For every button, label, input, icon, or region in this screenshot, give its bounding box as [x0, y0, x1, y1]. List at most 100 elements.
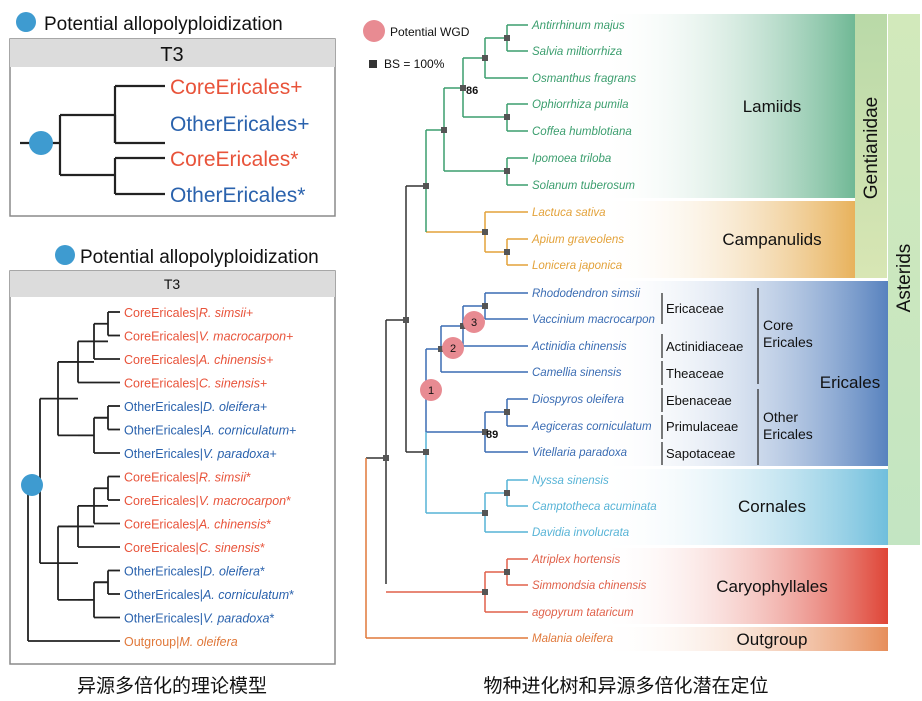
species-label: Ipomoea triloba — [532, 153, 611, 165]
bs-node-marker — [504, 409, 510, 415]
species-label: Davidia involucrata — [532, 527, 629, 539]
bottomleft-leaf-label: OtherEricales|A. corniculatum* — [124, 588, 294, 602]
topleft-title-bar — [10, 39, 335, 67]
outgroup-band — [600, 627, 888, 651]
species-label: Atriplex hortensis — [531, 554, 620, 566]
bs-node-marker — [504, 35, 510, 41]
bs-node-marker — [482, 510, 488, 516]
family-primulaceae: Primulaceae — [666, 419, 738, 434]
bs-node-marker — [482, 429, 488, 435]
bottomleft-panel: Potential allopolyploidization T3 CoreEr… — [9, 245, 336, 697]
clade-cornales: Cornales — [738, 497, 806, 516]
campanulids-band — [600, 201, 858, 278]
group-core-ericales: Core Ericales — [763, 317, 813, 350]
wgd-legend-icon — [363, 20, 385, 42]
wgd-node-3-label: 3 — [471, 317, 477, 329]
species-label: Solanum tuberosum — [532, 180, 635, 192]
bottomleft-leaf-label: OtherEricales|D. oleifera+ — [124, 400, 267, 414]
label-asterids: Asterids — [894, 244, 915, 313]
bs-node-marker — [504, 114, 510, 120]
bs-node-markers — [383, 35, 510, 595]
species-label: Apium graveolens — [531, 234, 624, 246]
bottomleft-leaf-label: OtherEricales|V. paradoxa+ — [124, 447, 277, 461]
family-actinidiaceae: Actinidiaceae — [666, 339, 743, 354]
bottomleft-leaf-labels: CoreEricales|R. simsii+ CoreEricales|V. m… — [124, 306, 296, 649]
bs-node-marker — [504, 569, 510, 575]
species-label: Vaccinium macrocarpon — [532, 314, 655, 326]
bs-node-marker — [383, 455, 389, 461]
bottomleft-caption: 异源多倍化的理论模型 — [77, 675, 267, 697]
bottomleft-leaf-label: CoreEricales|R. simsii+ — [124, 306, 253, 320]
bottomleft-leaf-label: CoreEricales|A. chinensis* — [124, 518, 271, 532]
family-theaceae: Theaceae — [666, 366, 724, 381]
species-label: Camptotheca acuminata — [532, 501, 657, 513]
topleft-legend: Potential allopolyploidization — [44, 14, 283, 35]
bs-node-marker — [482, 229, 488, 235]
topleft-label-other-star: OtherEricales* — [170, 184, 305, 207]
bs-node-marker — [423, 449, 429, 455]
bottomleft-tree — [27, 311, 120, 642]
species-label: Simmondsia chinensis — [532, 580, 647, 592]
right-caption: 物种进化树和异源多倍化潜在定位 — [483, 675, 768, 697]
bottomleft-leaf-label: CoreEricales|A. chinensis+ — [124, 353, 274, 367]
topleft-frame — [9, 38, 336, 217]
species-label: Nyssa sinensis — [532, 475, 609, 487]
bottomleft-leaf-label: OtherEricales|A. corniculatum+ — [124, 424, 296, 438]
species-label: Rhododendron simsii — [532, 288, 640, 300]
gentianidae-band — [855, 14, 887, 278]
bs-node-marker — [504, 490, 510, 496]
bs-legend-icon — [369, 60, 377, 68]
species-label: Antirrhinum majus — [531, 20, 625, 32]
bottomleft-leaf-label: OtherEricales|V. paradoxa* — [124, 612, 274, 626]
bottomleft-title-bar — [10, 271, 335, 297]
allopolyploidization-dot-icon-2 — [55, 245, 75, 265]
species-label: agopyrum tataricum — [532, 607, 634, 619]
bottomleft-leaf-label: CoreEricales|V. macrocarpon* — [124, 494, 291, 508]
legend-bs: BS = 100% — [384, 57, 445, 71]
topleft-allopolyploidization-dot-icon — [29, 131, 53, 155]
wgd-node-2-label: 2 — [450, 343, 456, 355]
species-label: Coffea humblotiana — [532, 126, 632, 138]
bs-node-marker — [482, 303, 488, 309]
caryophyllales-band — [600, 548, 888, 624]
species-label: Lonicera japonica — [532, 260, 622, 272]
species-label: Osmanthus fragrans — [532, 73, 636, 85]
clade-lamiids: Lamiids — [743, 97, 802, 116]
bs-node-marker — [441, 127, 447, 133]
clade-campanulids: Campanulids — [722, 230, 821, 249]
topleft-panel: Potential allopolyploidization T3 CoreEr… — [9, 12, 336, 217]
wgd-node-2-icon — [442, 337, 464, 359]
cornales-band — [600, 469, 888, 545]
lamiids-band — [600, 14, 858, 198]
bottomleft-title: T3 — [164, 276, 181, 292]
species-label: Ophiorrhiza pumila — [532, 99, 629, 111]
bottomleft-frame — [9, 270, 336, 665]
bs-node-marker — [460, 85, 466, 91]
species-label: Aegiceras corniculatum — [531, 421, 652, 433]
species-labels: Antirrhinum majus Salvia miltiorrhiza Osma… — [531, 20, 657, 645]
bottomleft-leaf-label: OtherEricales|D. oleifera* — [124, 565, 265, 579]
bottomleft-leaf-label: CoreEricales|R. simsii* — [124, 471, 251, 485]
clade-ericales: Ericales — [820, 373, 880, 392]
bs-node-marker — [423, 183, 429, 189]
bs-node-marker — [482, 589, 488, 595]
bootstrap-89: 89 — [486, 429, 498, 441]
bs-node-marker — [504, 249, 510, 255]
family-separators — [661, 288, 759, 465]
species-label: Lactuca sativa — [532, 207, 606, 219]
species-label: Camellia sinensis — [532, 367, 622, 379]
bs-node-marker — [403, 317, 409, 323]
wgd-node-1-icon — [420, 379, 442, 401]
topleft-label-other-plus: OtherEricales+ — [170, 113, 309, 136]
bottomleft-legend: Potential allopolyploidization — [80, 247, 319, 268]
bottomleft-leaf-label: Outgroup|M. oleifera — [124, 635, 238, 649]
bottomleft-allopolyploidization-dot-icon — [21, 474, 43, 496]
wgd-node-3-icon — [463, 311, 485, 333]
species-tree — [365, 24, 528, 639]
family-sapotaceae: Sapotaceae — [666, 446, 735, 461]
family-ericaceae: Ericaceae — [666, 301, 724, 316]
bs-node-marker — [460, 323, 466, 329]
group-other-ericales: Other Ericales — [763, 409, 813, 442]
